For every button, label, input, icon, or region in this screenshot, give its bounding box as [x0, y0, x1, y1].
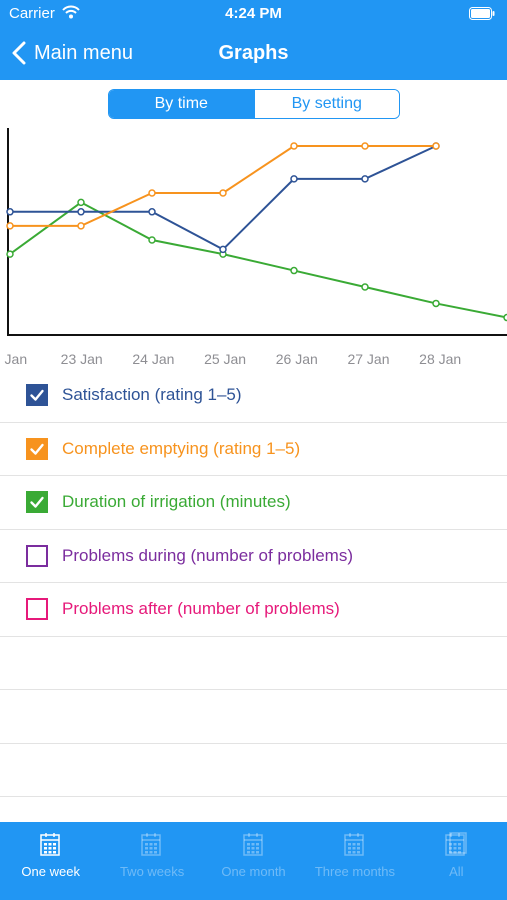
checkmark-icon [30, 497, 44, 508]
data-point-complete [290, 142, 298, 150]
series-label-duration: Duration of irrigation (minutes) [62, 492, 291, 512]
view-mode-segmented-control: By time By setting [108, 89, 400, 119]
status-carrier: Carrier [9, 5, 55, 22]
empty-row [0, 690, 507, 744]
page-title: Graphs [218, 42, 289, 64]
tab-bar: One week Two weeks One month Three month… [0, 822, 507, 900]
data-point-complete [219, 189, 227, 197]
series-label-satisfaction: Satisfaction (rating 1–5) [62, 385, 242, 405]
x-tick-label: 27 Jan [347, 351, 389, 367]
navigation-header: Carrier 4:24 PM Main menu Graphs [0, 0, 507, 80]
x-tick-label: 26 Jan [276, 351, 318, 367]
tab-label: Three months [314, 864, 396, 879]
data-point-duration [6, 250, 14, 258]
series-line-satisfaction [10, 145, 437, 251]
data-point-duration [77, 198, 85, 207]
series-label-problems-after: Problems after (number of problems) [62, 599, 340, 619]
back-label: Main menu [34, 41, 133, 64]
tab-two-weeks[interactable]: Two weeks [101, 822, 202, 900]
series-label-complete-emptying: Complete emptying (rating 1–5) [62, 438, 301, 458]
data-point-duration [432, 299, 440, 308]
series-toggle-duration[interactable]: Duration of irrigation (minutes) [0, 476, 507, 530]
series-toggle-complete-emptying[interactable]: Complete emptying (rating 1–5) [0, 423, 507, 476]
data-point-complete [77, 222, 85, 230]
data-point-complete [148, 189, 156, 197]
calendar-two-weeks-icon [141, 833, 161, 856]
x-tick-label: 28 Jan [419, 351, 461, 367]
tab-label: All [449, 864, 464, 879]
checkbox-complete-emptying[interactable] [26, 437, 48, 460]
segment-by-time[interactable]: By time [109, 90, 254, 118]
series-toggle-problems-during[interactable]: Problems during (number of problems) [0, 530, 507, 583]
series-toggle-problems-after[interactable]: Problems after (number of problems) [0, 583, 507, 637]
data-point-complete [361, 142, 369, 150]
data-point-satisfaction [148, 208, 156, 216]
tab-three-months[interactable]: Three months [304, 822, 405, 900]
series-line-complete [10, 145, 436, 227]
data-point-duration [503, 313, 507, 322]
tab-label: Two weeks [119, 864, 185, 879]
checkmark-icon [30, 443, 44, 455]
x-tick-label: 23 Jan [61, 351, 103, 367]
checkmark-icon [30, 390, 44, 401]
tab-label: One week [21, 864, 80, 879]
series-toggle-satisfaction[interactable]: Satisfaction (rating 1–5) [0, 369, 507, 423]
segment-by-setting[interactable]: By setting [253, 90, 399, 118]
checkbox-problems-during[interactable] [26, 544, 48, 567]
battery-icon [469, 7, 495, 20]
calendar-three-months-icon [344, 833, 364, 856]
tab-one-week[interactable]: One week [0, 822, 101, 900]
checkbox-problems-after[interactable] [26, 598, 48, 621]
data-point-satisfaction [77, 208, 85, 216]
tab-label: One month [221, 864, 286, 879]
status-time: 4:24 PM [225, 5, 282, 22]
series-label-problems-during: Problems during (number of problems) [62, 545, 354, 565]
data-point-satisfaction [290, 175, 298, 183]
checkbox-duration[interactable] [26, 491, 48, 514]
checkbox-satisfaction[interactable] [26, 384, 48, 407]
chevron-left-icon [12, 41, 26, 65]
x-tick-label: 2 Jan [0, 351, 27, 367]
data-point-duration [148, 236, 156, 244]
data-point-satisfaction [361, 175, 369, 183]
data-point-duration [290, 266, 298, 275]
calendar-month-icon [242, 833, 263, 856]
data-point-satisfaction [219, 245, 227, 254]
back-button[interactable]: Main menu [12, 39, 133, 67]
tab-all[interactable]: All [406, 822, 507, 900]
tab-one-month[interactable]: One month [203, 822, 304, 900]
empty-row [0, 744, 507, 797]
wifi-icon [62, 5, 80, 19]
calendar-week-icon [39, 833, 60, 856]
series-toggle-list: Satisfaction (rating 1–5) Complete empty… [0, 369, 507, 797]
x-tick-label: 24 Jan [132, 351, 174, 367]
data-point-duration [361, 283, 369, 291]
empty-row [0, 637, 507, 690]
data-point-complete [432, 142, 440, 150]
line-chart: 2 Jan 23 Jan 24 Jan 25 Jan 26 Jan 27 Jan 28 Ja… [0, 128, 507, 367]
data-point-complete [6, 222, 14, 230]
data-point-satisfaction [6, 208, 14, 216]
calendar-all-icon [445, 832, 468, 856]
x-tick-label: 25 Jan [204, 351, 246, 367]
series-line-duration [9, 201, 507, 319]
